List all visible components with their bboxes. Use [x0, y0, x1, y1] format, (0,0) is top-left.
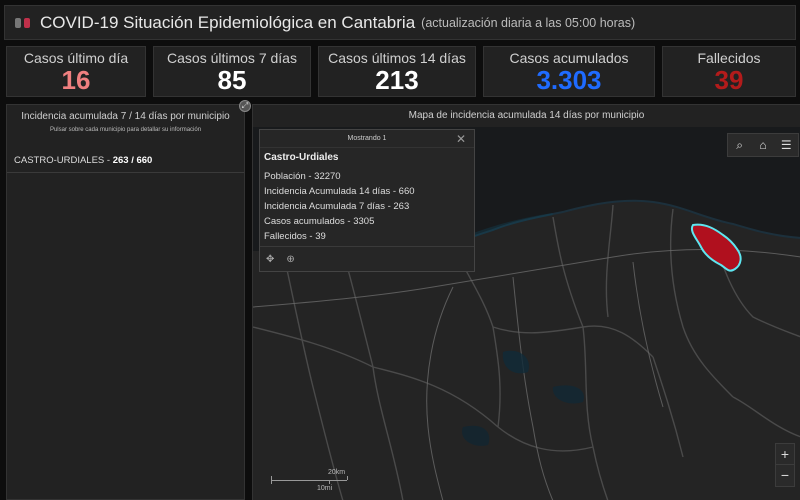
popup-line: Casos acumulados - 3305	[264, 216, 375, 227]
stat-value: 213	[375, 65, 419, 95]
popup-line: Incidencia Acumulada 7 días - 263	[264, 201, 410, 212]
popup-details: Población - 32270 Incidencia Acumulada 1…	[264, 169, 474, 244]
castro-urdiales-area	[691, 223, 742, 272]
municipality-name: CASTRO-URDIALES	[14, 155, 105, 166]
scale-bar: 20km 10mi	[271, 467, 351, 497]
stat-card-cases-14-days: Casos últimos 14 días 213	[318, 46, 476, 97]
expand-panel-button[interactable]: ⤢	[239, 100, 251, 112]
popup-count: Mostrando 1	[347, 135, 387, 142]
stat-value: 39	[714, 65, 744, 95]
stat-card-cumulative-cases: Casos acumulados 3.303	[483, 46, 655, 97]
map-panel: Mapa de incidencia acumulada 14 días por…	[252, 104, 800, 500]
map-popup: Mostrando 1 ✕ Castro-Urdiales Población …	[259, 129, 475, 272]
map-basemap	[253, 127, 800, 500]
popup-municipality-name: Castro-Urdiales	[264, 152, 339, 163]
header-bar: COVID-19 Situación Epidemiológica en Can…	[4, 5, 796, 40]
cantabria-logo-icon	[15, 17, 30, 28]
stat-label: Casos último día	[23, 50, 129, 66]
popup-line: Población - 32270	[264, 171, 341, 182]
search-icon[interactable]: ⌕	[736, 137, 744, 152]
popup-line: Incidencia Acumulada 14 días - 660	[264, 186, 415, 197]
stat-value: 3.303	[536, 65, 602, 95]
stat-card-cases-7-days: Casos últimos 7 días 85	[153, 46, 311, 97]
zoom-to-icon[interactable]: ⊕	[286, 253, 295, 265]
incidence-value: 263 / 660	[112, 155, 153, 166]
stat-label: Casos últimos 14 días	[328, 50, 466, 66]
list-panel-hint: Pulsar sobre cada municipio para detalla…	[49, 127, 202, 133]
move-icon[interactable]: ✥	[266, 253, 275, 265]
scale-km-label: 20km	[328, 469, 346, 476]
popup-line: Fallecidos - 39	[264, 231, 326, 242]
list-item[interactable]: CASTRO-URDIALES - 263 / 660	[7, 155, 244, 173]
stat-card-cases-last-day: Casos último día 16	[6, 46, 146, 97]
stat-label: Fallecidos	[697, 50, 761, 66]
municipality-list-panel: Incidencia acumulada 7 / 14 días por mun…	[6, 104, 245, 500]
close-icon[interactable]: ✕	[455, 132, 466, 146]
expand-icon: ⤢	[241, 101, 249, 110]
zoom-controls: + −	[775, 443, 795, 487]
stat-card-deaths: Fallecidos 39	[662, 46, 796, 97]
map-toolbar: ⌕ ⌂ ☰	[727, 133, 799, 157]
list-icon[interactable]: ☰	[780, 138, 792, 152]
zoom-in-button[interactable]: +	[776, 444, 794, 465]
list-panel-title: Incidencia acumulada 7 / 14 días por mun…	[21, 111, 230, 122]
map-panel-title: Mapa de incidencia acumulada 14 días por…	[408, 110, 645, 121]
stat-value: 16	[61, 65, 91, 95]
zoom-out-button[interactable]: −	[780, 467, 790, 483]
separator: -	[104, 155, 113, 166]
stat-value: 85	[217, 65, 247, 95]
page-subtitle: (actualización diaria a las 05:00 horas)	[421, 15, 636, 30]
page-title: COVID-19 Situación Epidemiológica en Can…	[40, 12, 416, 32]
popup-actions: ✥ ⊕	[260, 246, 474, 271]
home-icon[interactable]: ⌂	[759, 138, 767, 152]
popup-header: Mostrando 1 ✕	[260, 130, 474, 148]
stat-label: Casos últimos 7 días	[167, 50, 297, 66]
stat-label: Casos acumulados	[509, 50, 629, 66]
incidence-map[interactable]: ⌕ ⌂ ☰ Mostrando 1 ✕ Castro-Urdiales Pobl…	[253, 127, 800, 500]
scale-mi-label: 10mi	[317, 485, 333, 492]
